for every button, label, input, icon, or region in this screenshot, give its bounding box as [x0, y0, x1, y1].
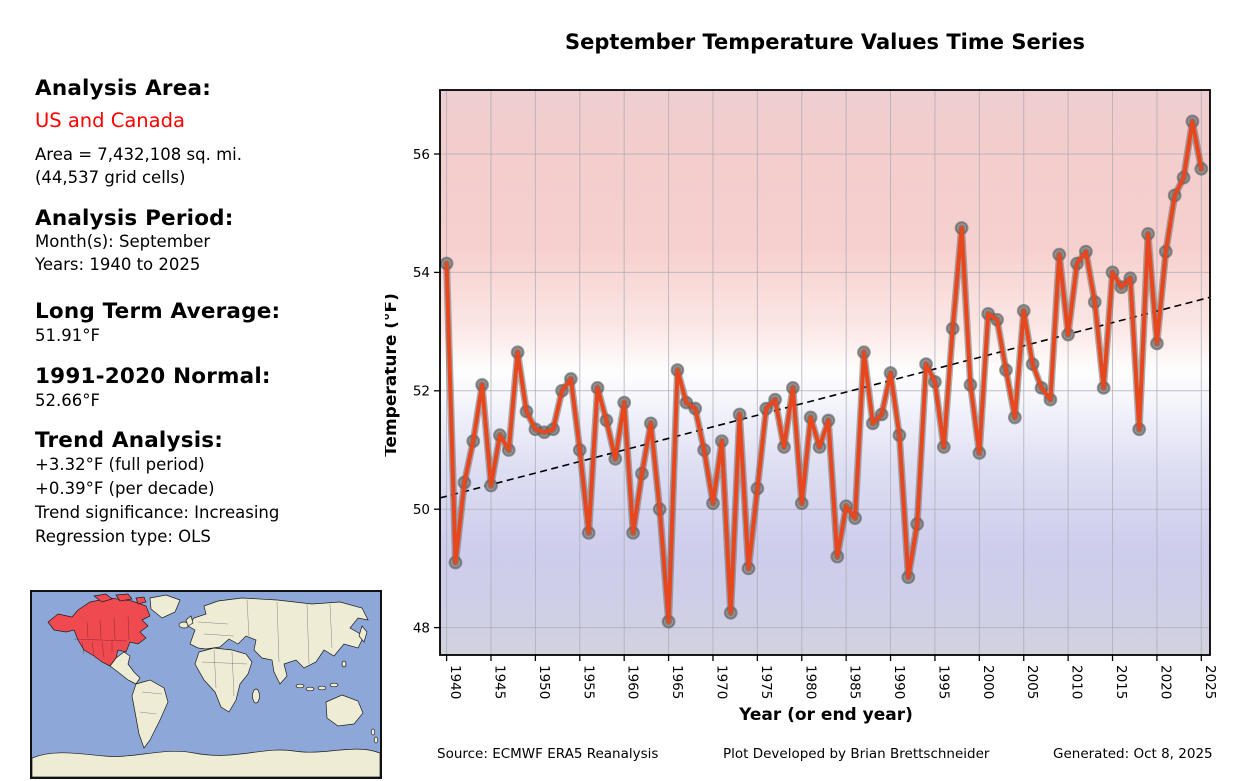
analysis-area-heading: Analysis Area: [35, 76, 212, 101]
gridlines [440, 90, 1210, 655]
map-island [317, 685, 327, 691]
trend-significance-line: Trend significance: Increasing [35, 503, 280, 522]
x-axis-ticks: 1940 1945 1950 1955 1960 1965 1970 1975 1980 1985… [445, 655, 1218, 699]
svg-text:52: 52 [413, 384, 430, 400]
map-nz [373, 736, 379, 744]
svg-text:2005: 2005 [1024, 665, 1040, 699]
normal-heading: 1991-2020 Normal: [35, 364, 271, 389]
svg-text:1950: 1950 [536, 665, 552, 699]
footer-source: Source: ECMWF ERA5 Reanalysis [437, 746, 659, 762]
map-nz [370, 728, 376, 736]
svg-text:1965: 1965 [669, 665, 685, 699]
svg-text:2025: 2025 [1202, 665, 1218, 699]
svg-text:56: 56 [413, 147, 430, 163]
svg-text:1945: 1945 [491, 665, 507, 699]
footer-credit: Plot Developed by Brian Brettschneider [723, 746, 990, 762]
map-uk [185, 615, 194, 627]
trend-line [439, 296, 1211, 499]
svg-text:2000: 2000 [980, 665, 996, 699]
analysis-region-highlight [47, 597, 151, 667]
svg-text:54: 54 [413, 265, 430, 281]
world-map-svg [31, 592, 381, 778]
svg-text:1990: 1990 [891, 665, 907, 699]
period-month-line: Month(s): September [35, 232, 211, 251]
trend-full-period-line: +3.32°F (full period) [35, 455, 205, 474]
map-japan [358, 625, 368, 643]
grid-cells-line: (44,537 grid cells) [35, 168, 186, 187]
map-island [341, 660, 347, 668]
svg-text:2020: 2020 [1157, 665, 1173, 699]
data-line [443, 117, 1205, 626]
svg-text:1975: 1975 [758, 665, 774, 699]
svg-text:1995: 1995 [935, 665, 951, 699]
long-term-average-heading: Long Term Average: [35, 299, 281, 324]
analysis-region-arctic-islands [93, 593, 147, 605]
temperature-time-series-chart: 1940 1945 1950 1955 1960 1965 1970 1975 1980 1985… [385, 89, 1218, 725]
plot-frame [439, 89, 1211, 656]
map-island [329, 682, 339, 688]
svg-text:1940: 1940 [447, 665, 463, 699]
svg-text:1970: 1970 [713, 665, 729, 699]
trend-per-decade-line: +0.39°F (per decade) [35, 479, 215, 498]
plot-background [440, 90, 1210, 655]
analysis-period-heading: Analysis Period: [35, 206, 234, 231]
svg-text:1955: 1955 [580, 665, 596, 699]
map-africa [194, 647, 253, 713]
svg-text:1985: 1985 [847, 665, 863, 699]
map-island [295, 683, 305, 689]
map-australia [325, 694, 364, 727]
period-years-line: Years: 1940 to 2025 [35, 255, 201, 274]
map-eurasia [187, 597, 369, 685]
map-antarctica [31, 748, 381, 778]
svg-text:2015: 2015 [1113, 665, 1129, 699]
y-axis-label: Temperature (°F) [385, 293, 401, 457]
svg-text:1960: 1960 [625, 665, 641, 699]
area-size-line: Area = 7,432,108 sq. mi. [35, 145, 242, 164]
footer-generated: Generated: Oct 8, 2025 [1053, 746, 1213, 762]
map-south-america [131, 679, 169, 749]
x-axis-label: Year (or end year) [738, 705, 913, 725]
long-term-average-value: 51.91°F [35, 326, 100, 345]
analysis-area-value: US and Canada [35, 109, 185, 132]
svg-text:50: 50 [413, 502, 430, 518]
map-madagascar [252, 688, 260, 704]
world-map-inset [30, 590, 382, 779]
map-greenland [149, 594, 181, 619]
map-island [305, 686, 315, 692]
svg-text:48: 48 [413, 620, 430, 636]
map-mexico [109, 651, 141, 685]
svg-text:2010: 2010 [1069, 665, 1085, 699]
normal-value: 52.66°F [35, 391, 100, 410]
regression-type-line: Regression type: OLS [35, 527, 211, 546]
chart-title: September Temperature Values Time Series [565, 30, 1085, 54]
trend-analysis-heading: Trend Analysis: [35, 428, 224, 453]
y-axis-ticks: 48 50 52 54 56 [413, 147, 440, 636]
svg-text:1980: 1980 [802, 665, 818, 699]
